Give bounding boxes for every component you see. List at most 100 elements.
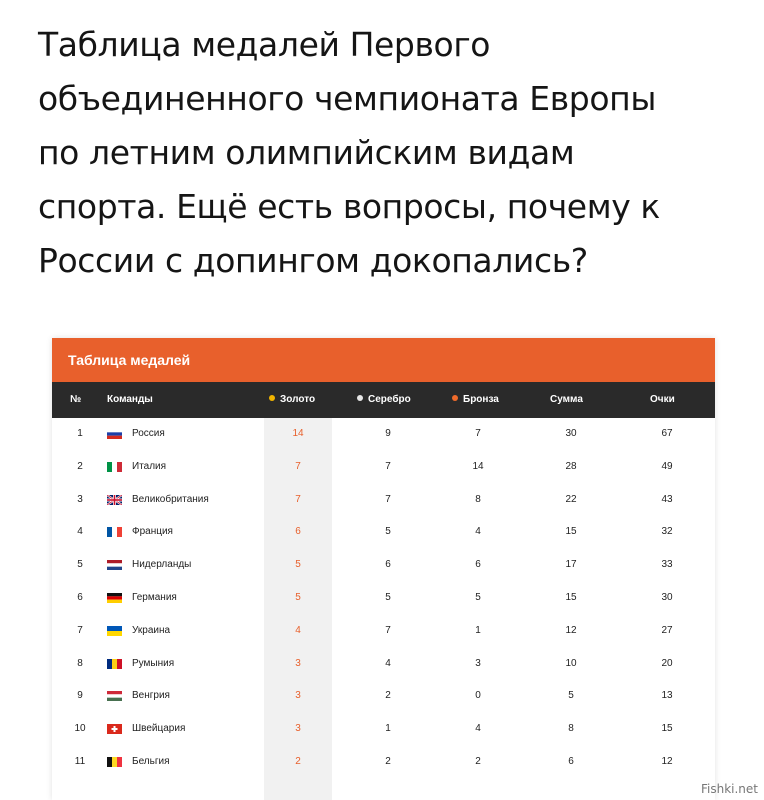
medal-table-title: Таблица медалей — [52, 338, 715, 382]
row-silver: 7 — [385, 624, 391, 636]
row-team: Италия — [132, 460, 167, 472]
table-row: 7 Украина 4 7 1 12 27 — [52, 615, 715, 648]
row-team: Россия — [132, 428, 165, 439]
row-silver: 2 — [385, 690, 391, 702]
row-gold: 3 — [295, 690, 301, 702]
row-gold: 14 — [292, 428, 304, 439]
row-silver: 5 — [385, 591, 391, 603]
row-gold: 3 — [295, 723, 301, 735]
row-gold: 3 — [295, 657, 301, 669]
header-num: № — [70, 394, 82, 405]
row-rank: 1 — [77, 428, 83, 439]
row-gold: 6 — [295, 526, 301, 538]
row-bronze: 4 — [475, 526, 481, 538]
row-bronze: 3 — [475, 657, 481, 669]
row-sum: 8 — [568, 723, 574, 735]
row-gold: 5 — [295, 559, 301, 571]
table-row: 2 Италия 7 7 14 28 49 — [52, 451, 715, 484]
row-sum: 10 — [565, 657, 577, 669]
header-gold: Золото — [269, 382, 315, 418]
row-sum: 28 — [565, 460, 577, 472]
ukraine-flag-icon — [107, 625, 122, 636]
row-silver: 7 — [385, 493, 391, 505]
switzerland-flag-icon — [107, 724, 122, 735]
row-silver: 1 — [385, 723, 391, 735]
row-bronze: 6 — [475, 559, 481, 571]
row-points: 30 — [661, 591, 673, 603]
watermark: Fishki.net — [700, 782, 758, 796]
table-row: 8 Румыния 3 4 3 10 20 — [52, 648, 715, 681]
row-silver: 7 — [385, 460, 391, 472]
row-team: Великобритания — [132, 493, 209, 505]
row-gold: 4 — [295, 624, 301, 636]
row-rank: 7 — [77, 624, 83, 636]
row-silver: 2 — [385, 755, 391, 767]
gold-column-highlight — [264, 418, 332, 800]
hungary-flag-icon — [107, 691, 122, 702]
table-row: 3 Великобритания 7 7 8 22 43 — [52, 484, 715, 517]
row-team: Румыния — [132, 657, 175, 669]
row-bronze: 14 — [472, 460, 484, 472]
row-rank: 3 — [77, 493, 83, 505]
post-text-line: России с допингом докопались? — [38, 241, 588, 280]
table-row: 9 Венгрия 3 2 0 5 13 — [52, 680, 715, 713]
medal-table-body: 1 Россия 14 9 7 30 67 2 Италия 7 7 14 28 49 3 Великобри… — [52, 418, 715, 800]
row-rank: 5 — [77, 559, 83, 571]
france-flag-icon — [107, 527, 122, 538]
header-sum: Сумма — [550, 394, 583, 405]
table-row: 11 Бельгия 2 2 2 6 12 — [52, 746, 715, 779]
row-silver: 6 — [385, 559, 391, 571]
row-silver: 9 — [385, 428, 391, 439]
row-bronze: 2 — [475, 755, 481, 767]
row-points: 15 — [661, 723, 673, 735]
table-row: 4 Франция 6 5 4 15 32 — [52, 516, 715, 549]
header-bronze: Бронза — [452, 382, 499, 418]
row-team: Венгрия — [132, 690, 170, 702]
row-bronze: 0 — [475, 690, 481, 702]
header-points: Очки — [650, 394, 675, 405]
row-sum: 5 — [568, 690, 574, 702]
row-points: 20 — [661, 657, 673, 669]
germany-flag-icon — [107, 592, 122, 603]
medal-table-widget: Таблица медалей № Команды Золото Серебро… — [52, 338, 715, 800]
row-rank: 8 — [77, 657, 83, 669]
table-row: 6 Германия 5 5 5 15 30 — [52, 582, 715, 615]
row-rank: 10 — [74, 723, 86, 735]
row-points: 27 — [661, 624, 673, 636]
row-points: 32 — [661, 526, 673, 538]
row-sum: 22 — [565, 493, 577, 505]
post-text-line: по летним олимпийским видам — [38, 133, 575, 172]
medal-table-header-row: № Команды Золото Серебро Бронза Сумма Оч… — [52, 382, 715, 418]
row-silver: 5 — [385, 526, 391, 538]
post-text-line: Таблица медалей Первого — [38, 25, 491, 64]
uk-flag-icon — [107, 494, 122, 505]
row-sum: 6 — [568, 755, 574, 767]
table-row: 10 Швейцария 3 1 4 8 15 — [52, 713, 715, 746]
header-silver: Серебро — [357, 382, 411, 418]
row-points: 67 — [661, 428, 673, 439]
row-bronze: 1 — [475, 624, 481, 636]
table-row: 5 Нидерланды 5 6 6 17 33 — [52, 549, 715, 582]
row-sum: 15 — [565, 591, 577, 603]
header-teams: Команды — [107, 394, 153, 405]
romania-flag-icon — [107, 658, 122, 669]
row-gold: 2 — [295, 755, 301, 767]
gold-dot-icon — [269, 395, 275, 402]
row-team: Швейцария — [132, 723, 186, 735]
post-text-line: спорта. Ещё есть вопросы, почему к — [38, 187, 660, 226]
row-sum: 17 — [565, 559, 577, 571]
row-gold: 7 — [295, 493, 301, 505]
row-rank: 4 — [77, 526, 83, 538]
row-points: 13 — [661, 690, 673, 702]
belgium-flag-icon — [107, 756, 122, 767]
netherlands-flag-icon — [107, 560, 122, 571]
silver-dot-icon — [357, 395, 363, 402]
row-sum: 15 — [565, 526, 577, 538]
row-silver: 4 — [385, 657, 391, 669]
row-rank: 6 — [77, 591, 83, 603]
post-text: Таблица медалей Первого объединенного че… — [38, 18, 738, 288]
row-points: 12 — [661, 755, 673, 767]
row-bronze: 5 — [475, 591, 481, 603]
row-rank: 2 — [77, 460, 83, 472]
row-sum: 12 — [565, 624, 577, 636]
